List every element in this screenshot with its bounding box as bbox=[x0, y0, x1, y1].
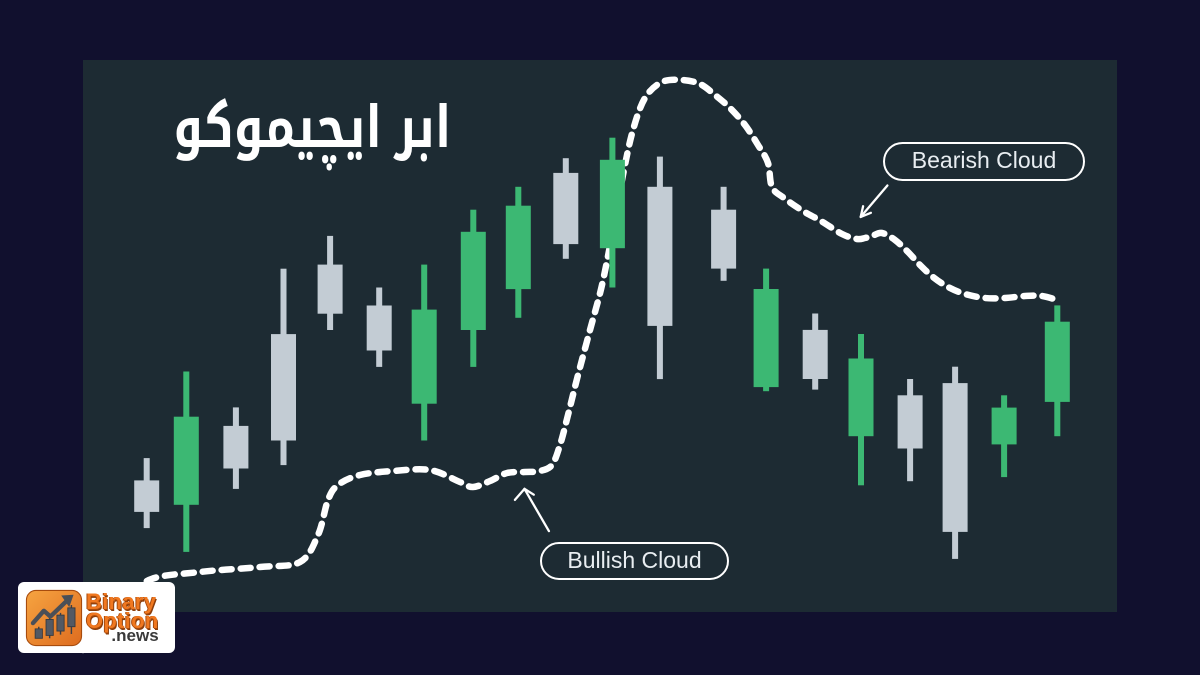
svg-text:Bullish Cloud: Bullish Cloud bbox=[567, 547, 701, 573]
svg-text:Bearish Cloud: Bearish Cloud bbox=[912, 147, 1056, 173]
